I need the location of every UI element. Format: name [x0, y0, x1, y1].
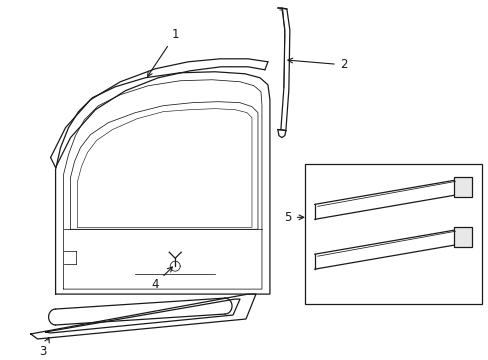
Text: 3: 3: [39, 338, 49, 359]
Text: 2: 2: [287, 58, 346, 71]
Text: 4: 4: [151, 267, 172, 291]
Bar: [304, 165, 481, 304]
Text: 5: 5: [284, 211, 303, 224]
Bar: [453, 177, 471, 197]
Bar: [453, 227, 471, 247]
Text: 1: 1: [147, 28, 179, 76]
